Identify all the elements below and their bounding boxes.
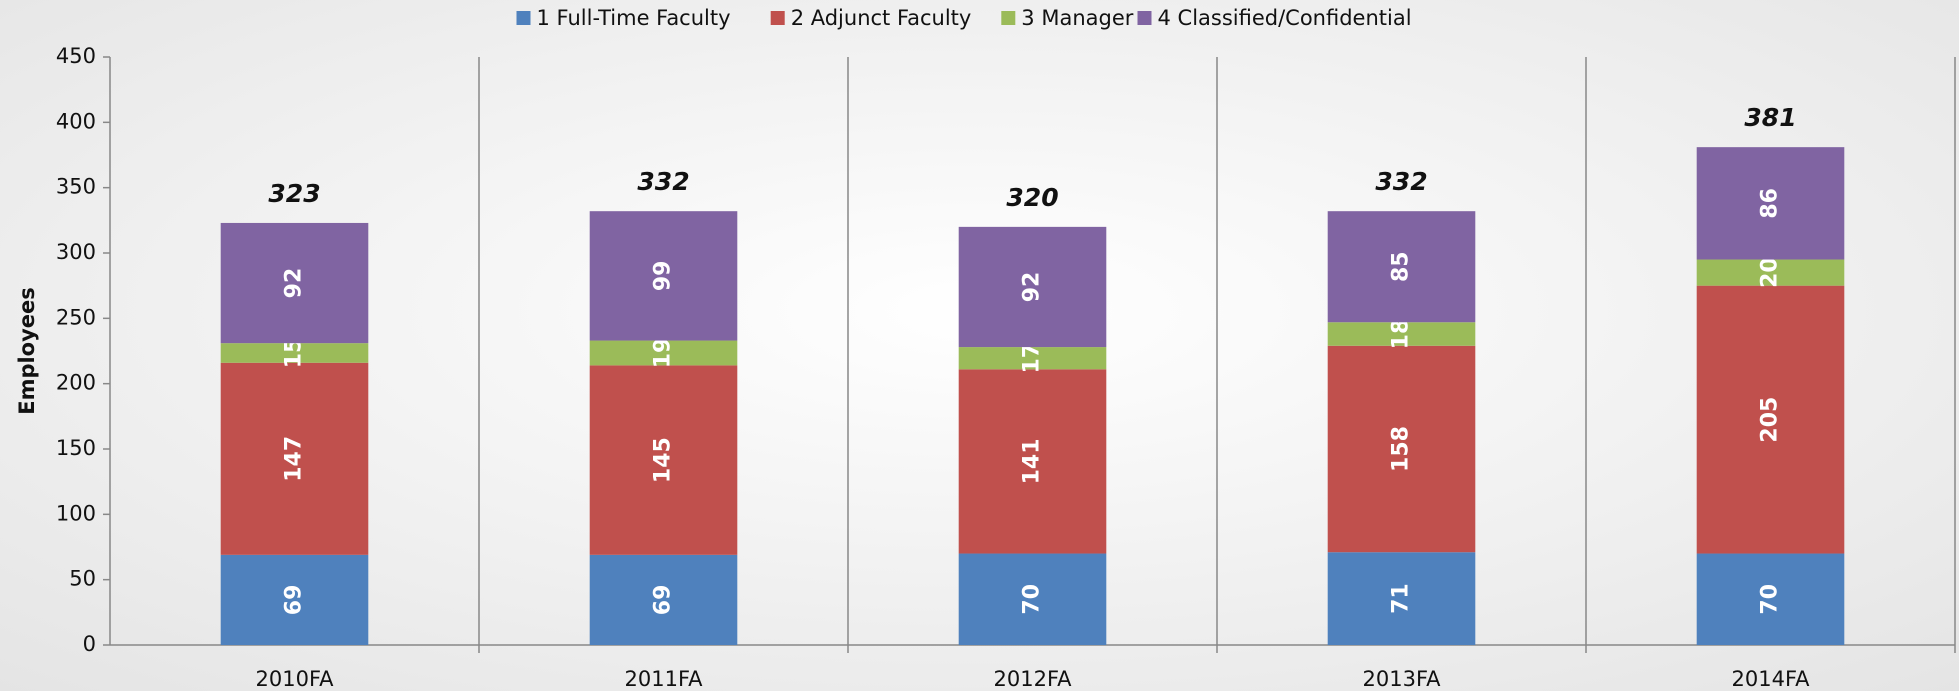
- legend-swatch: [770, 11, 785, 25]
- x-tick-label: 2011FA: [625, 667, 704, 691]
- value-label: 147: [282, 436, 307, 482]
- y-tick-label: 100: [56, 501, 96, 525]
- value-label: 69: [282, 585, 307, 616]
- bar-segment: [1696, 285, 1845, 554]
- y-tick-label: 200: [56, 371, 96, 395]
- bar-segment: [958, 347, 1107, 370]
- bar-segment: [220, 222, 369, 344]
- value-label: 19: [651, 338, 676, 369]
- y-tick-label: 300: [56, 240, 96, 264]
- bar-segment: [220, 362, 369, 555]
- bar-segment: [589, 211, 738, 341]
- value-label: 18: [1389, 319, 1414, 350]
- legend-label: 2 Adjunct Faculty: [791, 6, 972, 30]
- total-label: 320: [1006, 183, 1058, 212]
- x-tick-label: 2014FA: [1732, 667, 1811, 691]
- value-label: 99: [651, 261, 676, 292]
- value-label: 17: [1020, 343, 1045, 374]
- bar-segment: [589, 340, 738, 366]
- y-tick-label: 50: [69, 567, 96, 591]
- y-tick-label: 0: [83, 632, 96, 656]
- bar-segment: [220, 343, 369, 363]
- x-tick-label: 2010FA: [256, 667, 335, 691]
- value-label: 92: [1020, 272, 1045, 303]
- bar-segment: [1327, 552, 1476, 645]
- x-tick-label: 2013FA: [1363, 667, 1442, 691]
- legend-swatch: [516, 11, 531, 25]
- legend-label: 3 Manager: [1021, 6, 1133, 30]
- y-tick-label: 450: [56, 44, 96, 68]
- y-tick-label: 400: [56, 109, 96, 133]
- legend-label: 4 Classified/Confidential: [1158, 6, 1412, 30]
- value-label: 145: [651, 437, 676, 483]
- value-label: 70: [1020, 584, 1045, 615]
- value-label: 141: [1020, 438, 1045, 484]
- x-tick-label: 2012FA: [994, 667, 1073, 691]
- value-label: 20: [1758, 257, 1783, 288]
- value-label: 86: [1758, 188, 1783, 219]
- value-label: 205: [1758, 397, 1783, 443]
- legend-swatch: [1001, 11, 1016, 25]
- bar-segment: [1327, 211, 1476, 323]
- value-label: 70: [1758, 584, 1783, 615]
- total-label: 332: [637, 167, 689, 196]
- value-label: 71: [1389, 583, 1414, 614]
- total-label: 332: [1375, 167, 1427, 196]
- value-label: 85: [1389, 251, 1414, 282]
- bar-segment: [1327, 322, 1476, 346]
- bar-segment: [220, 554, 369, 645]
- legend-label: 1 Full-Time Faculty: [537, 6, 731, 30]
- bar-segment: [958, 369, 1107, 554]
- y-tick-label: 350: [56, 175, 96, 199]
- value-label: 92: [282, 268, 307, 299]
- bar-segment: [958, 226, 1107, 348]
- bar-segment: [1696, 259, 1845, 286]
- total-label: 381: [1744, 103, 1796, 132]
- y-axis-label: Employees: [15, 287, 39, 415]
- value-label: 69: [651, 585, 676, 616]
- legend-swatch: [1137, 11, 1152, 25]
- total-label: 323: [268, 179, 320, 208]
- bar-segment: [1696, 147, 1845, 260]
- bar-segment: [589, 554, 738, 645]
- value-label: 158: [1389, 426, 1414, 472]
- y-tick-label: 150: [56, 436, 96, 460]
- bar-segment: [958, 553, 1107, 645]
- bar-segment: [1696, 553, 1845, 645]
- bar-segment: [1327, 345, 1476, 553]
- bar-segment: [589, 365, 738, 555]
- y-tick-label: 250: [56, 305, 96, 329]
